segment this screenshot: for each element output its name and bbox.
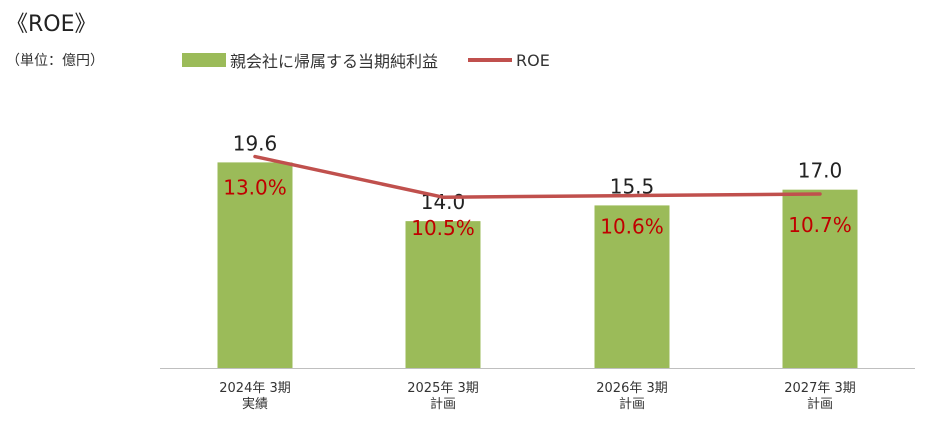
roe-value-label: 10.6% [600, 215, 664, 239]
x-tick-label: 2027年 3期 [784, 381, 856, 396]
x-tick-label: 計画 [619, 396, 645, 412]
legend: 親会社に帰属する当期純利益 ROE [182, 48, 550, 72]
roe-value-label: 13.0% [223, 176, 287, 200]
bar-value-label: 19.6 [233, 131, 278, 155]
bar [405, 221, 481, 368]
bar [782, 189, 858, 368]
legend-line-label: ROE [516, 50, 550, 70]
x-tick-label: 計画 [807, 396, 833, 412]
legend-bar-swatch [182, 53, 226, 67]
roe-value-label: 10.7% [788, 213, 852, 237]
roe-line [253, 154, 822, 199]
x-tick-label: 2025年 3期 [407, 381, 479, 396]
unit-label: （単位：億円） [6, 53, 104, 69]
x-tick-label: 2026年 3期 [596, 381, 668, 396]
bar [217, 162, 293, 368]
legend-line-swatch [468, 58, 513, 62]
legend-bar-label: 親会社に帰属する当期純利益 [230, 52, 439, 71]
roe-value-label: 10.5% [411, 216, 475, 240]
x-tick-label: 計画 [430, 396, 456, 412]
bar [594, 205, 670, 368]
x-tick-label: 2024年 3期 [219, 381, 291, 396]
chart-title: 《ROE》 [6, 12, 97, 37]
x-tick-label: 実績 [242, 396, 268, 412]
bar-value-label: 17.0 [798, 159, 843, 183]
